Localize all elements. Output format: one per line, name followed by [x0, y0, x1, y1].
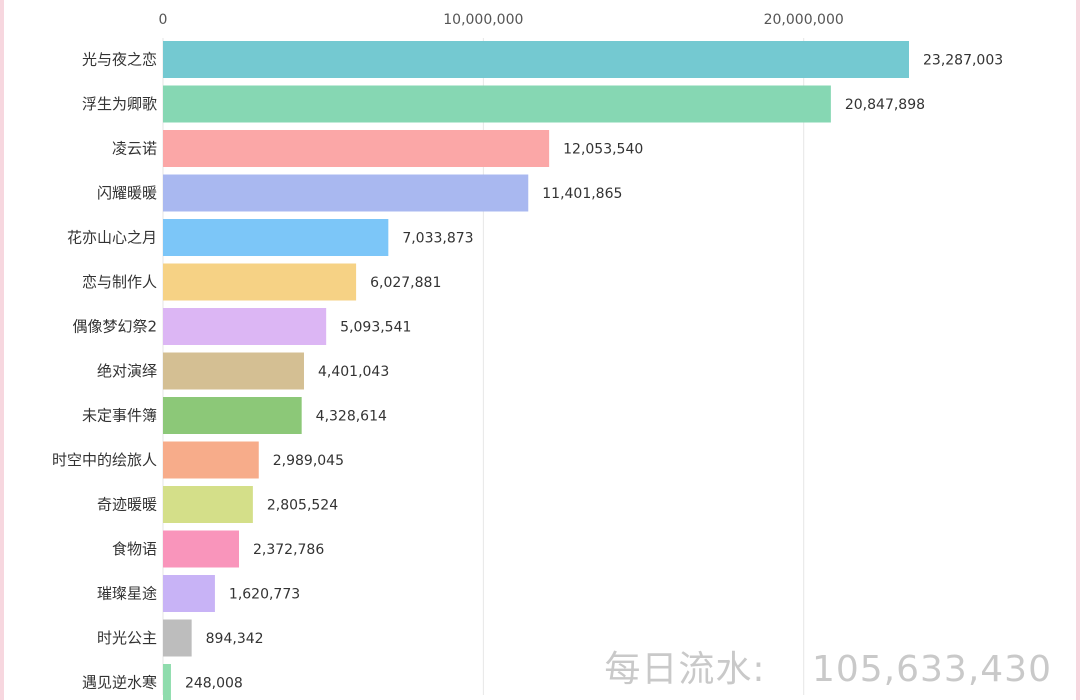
category-label: 璀璨星途 — [97, 585, 157, 603]
category-label: 遇见逆水寒 — [82, 674, 157, 692]
value-label: 248,008 — [185, 676, 243, 692]
bar — [163, 352, 304, 390]
bar — [163, 486, 253, 523]
bar-chart: 0 10,000,000 20,000,000 光与夜之恋 23,287,003 浮生为卿… — [52, 12, 1003, 700]
value-label: 2,372,786 — [253, 542, 324, 558]
bar — [163, 619, 192, 657]
value-label: 12,053,540 — [563, 142, 643, 158]
bar — [163, 263, 357, 301]
bar — [163, 219, 389, 256]
bar — [163, 575, 215, 612]
value-label: 4,401,043 — [318, 364, 389, 380]
value-label: 11,401,865 — [542, 186, 622, 202]
category-label: 奇迹暖暖 — [97, 496, 157, 514]
category-label: 光与夜之恋 — [82, 51, 157, 69]
bar — [163, 397, 302, 434]
category-label: 时光公主 — [97, 629, 157, 647]
category-label: 未定事件簿 — [82, 407, 157, 425]
x-tick-label: 20,000,000 — [764, 12, 844, 28]
value-label: 1,620,773 — [229, 587, 300, 603]
value-label: 20,847,898 — [845, 97, 925, 113]
category-label: 闪耀暖暖 — [97, 184, 157, 202]
bar — [163, 308, 327, 345]
daily-revenue-value: 105,633,430 — [811, 649, 1052, 690]
value-label: 894,342 — [206, 631, 264, 647]
value-label: 7,033,873 — [402, 231, 473, 247]
category-label: 偶像梦幻祭2 — [72, 318, 157, 336]
bar — [163, 664, 171, 700]
bar — [163, 441, 259, 479]
x-tick-label: 0 — [159, 12, 168, 28]
bar — [163, 41, 909, 78]
daily-revenue-label: 每日流水: — [604, 649, 766, 690]
category-label: 时空中的绘旅人 — [52, 451, 157, 469]
category-label: 食物语 — [112, 540, 157, 558]
value-label: 4,328,614 — [316, 409, 387, 425]
bar — [163, 530, 240, 568]
daily-revenue-total: 每日流水: 105,633,430 — [604, 640, 1052, 692]
category-label: 凌云诺 — [112, 140, 157, 158]
value-label: 2,805,524 — [267, 498, 338, 514]
value-label: 6,027,881 — [370, 275, 441, 291]
value-label: 2,989,045 — [273, 453, 344, 469]
value-label: 23,287,003 — [923, 53, 1003, 69]
category-label: 花亦山心之月 — [67, 229, 157, 247]
category-label: 绝对演绎 — [97, 362, 157, 380]
x-tick-label: 10,000,000 — [443, 12, 523, 28]
bar — [163, 85, 831, 123]
category-label: 恋与制作人 — [82, 273, 157, 291]
bar — [163, 174, 529, 212]
bar — [163, 130, 550, 167]
category-label: 浮生为卿歌 — [82, 95, 157, 113]
value-label: 5,093,541 — [340, 320, 411, 336]
